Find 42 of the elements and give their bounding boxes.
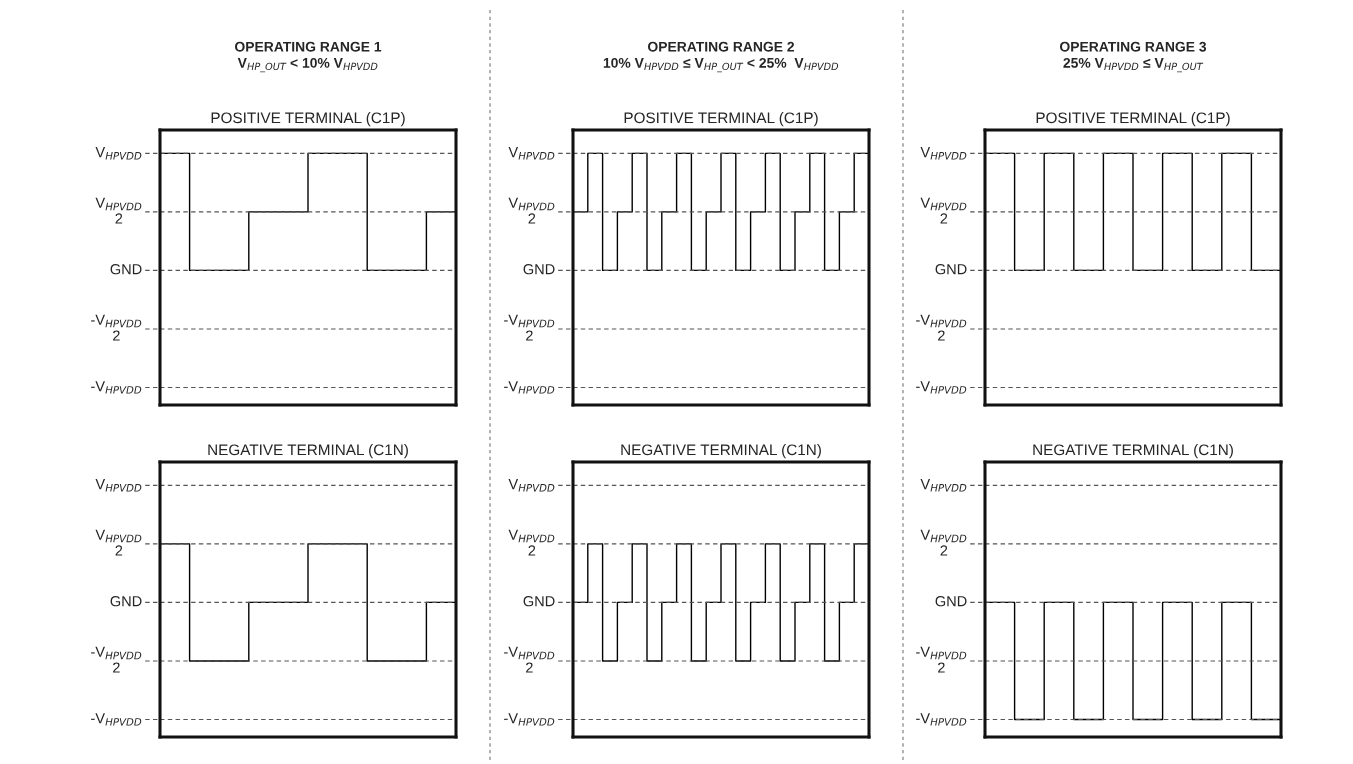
ref-line-label: GND xyxy=(523,264,555,275)
text: 25% V$_{HPVDD}$ ≤ V$_{HP_OUT}$ xyxy=(1063,57,1204,73)
text: V$_{HP_OUT}$ < 10% V$_{HPVDD}$ xyxy=(237,57,378,73)
ref-line-label: V$_{HPVDD}$ 2 xyxy=(508,529,555,556)
ref-line-label: -V$_{HPVDD}$ 2 xyxy=(91,314,142,341)
ref-line-label: V$_{HPVDD}$ xyxy=(95,147,142,160)
ref-line-label: -V$_{HPVDD}$ xyxy=(504,713,555,726)
ref-line-label: -V$_{HPVDD}$ 2 xyxy=(504,646,555,673)
ref-line-label: V$_{HPVDD}$ xyxy=(508,147,555,160)
ref-line-label: V$_{HPVDD}$ xyxy=(920,479,967,492)
chart-title: POSITIVE TERMINAL (C1P) xyxy=(1036,111,1230,127)
ref-line-label: -V$_{HPVDD}$ 2 xyxy=(916,314,967,341)
ref-line-label: GND xyxy=(110,264,142,275)
ref-line-label: V$_{HPVDD}$ xyxy=(95,479,142,492)
ref-line-label: -V$_{HPVDD}$ 2 xyxy=(91,646,142,673)
ref-line-label: GND xyxy=(935,264,967,275)
ref-line-label: -V$_{HPVDD}$ xyxy=(916,381,967,394)
text: OPERATING RANGE 3 xyxy=(1060,41,1207,52)
ref-line-label: -V$_{HPVDD}$ xyxy=(91,713,142,726)
ref-line-label: -V$_{HPVDD}$ xyxy=(91,381,142,394)
ref-line-label: V$_{HPVDD}$ 2 xyxy=(920,529,967,556)
ref-line-label: V$_{HPVDD}$ 2 xyxy=(95,529,142,556)
chart-title: POSITIVE TERMINAL (C1P) xyxy=(211,111,405,127)
ref-line-label: -V$_{HPVDD}$ xyxy=(916,713,967,726)
ref-line-label: GND xyxy=(935,596,967,607)
ref-line-label: V$_{HPVDD}$ 2 xyxy=(508,197,555,224)
ref-line-label: V$_{HPVDD}$ 2 xyxy=(920,197,967,224)
chart-title: NEGATIVE TERMINAL (C1N) xyxy=(621,443,821,459)
text: OPERATING RANGE 1 xyxy=(235,41,382,52)
text: OPERATING RANGE 2 xyxy=(648,41,795,52)
chart-title: POSITIVE TERMINAL (C1P) xyxy=(624,111,818,127)
chart-title: NEGATIVE TERMINAL (C1N) xyxy=(1033,443,1233,459)
ref-line-label: V$_{HPVDD}$ xyxy=(920,147,967,160)
ref-line-label: V$_{HPVDD}$ xyxy=(508,479,555,492)
ref-line-label: -V$_{HPVDD}$ xyxy=(504,381,555,394)
ref-line-label: -V$_{HPVDD}$ 2 xyxy=(916,646,967,673)
text: 10% V$_{HPVDD}$ ≤ V$_{HP_OUT}$ < 25% V$_{HPVDD}$ xyxy=(603,57,839,73)
ref-line-label: GND xyxy=(110,596,142,607)
ref-line-label: V$_{HPVDD}$ 2 xyxy=(95,197,142,224)
ref-line-label: GND xyxy=(523,596,555,607)
chart-title: NEGATIVE TERMINAL (C1N) xyxy=(208,443,408,459)
ref-line-label: -V$_{HPVDD}$ 2 xyxy=(504,314,555,341)
